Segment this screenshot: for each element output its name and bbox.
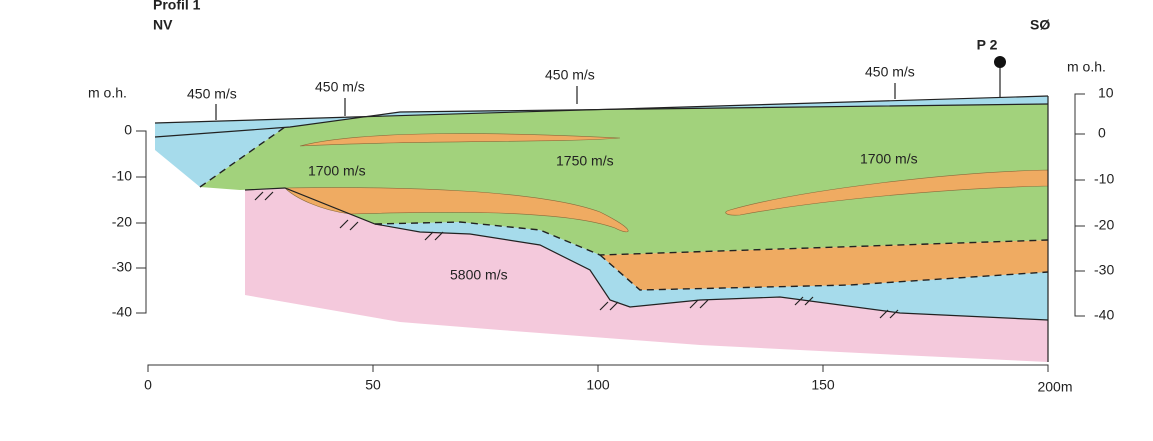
velocity-label: 450 m/s <box>545 67 595 83</box>
velocity-label: 1750 m/s <box>556 153 614 169</box>
left-axis <box>136 131 146 313</box>
tick-label: 100 <box>586 377 610 393</box>
tick-label: -20 <box>112 214 132 230</box>
velocity-label: 450 m/s <box>865 64 915 80</box>
velocity-label: 5800 m/s <box>450 267 508 283</box>
tick-label: -30 <box>112 259 132 275</box>
velocity-label: 1700 m/s <box>860 151 918 167</box>
tick-label: -40 <box>1094 307 1114 323</box>
tick-label: -20 <box>1094 217 1114 233</box>
tick-label: 10 <box>1098 85 1114 101</box>
tick-label: 200m <box>1037 379 1072 395</box>
direction: SØ <box>1030 17 1050 33</box>
tick-label: 0 <box>1098 125 1106 141</box>
axis-unit: m o.h. <box>1067 59 1106 75</box>
velocity-label: 1700 m/s <box>308 163 366 179</box>
tick-label: 0 <box>124 122 132 138</box>
tick-label: -10 <box>112 168 132 184</box>
tick-label: 50 <box>365 377 381 393</box>
direction: NV <box>153 17 173 33</box>
well-label: P 2 <box>977 37 998 53</box>
title: Profil 1 <box>153 0 201 13</box>
tick-label: -30 <box>1094 262 1114 278</box>
tick-label: -10 <box>1094 171 1114 187</box>
bottom-axis <box>148 365 1048 372</box>
cross-section: P 2 Profil 1 NV SØ m o.h. 0 -10 -20 -30 … <box>0 0 1153 441</box>
tick-label: 150 <box>811 377 835 393</box>
tick-label: 0 <box>144 377 152 393</box>
axis-unit: m o.h. <box>88 85 127 101</box>
right-axis <box>1075 94 1085 316</box>
velocity-label: 450 m/s <box>315 79 365 95</box>
velocity-label: 450 m/s <box>187 86 237 102</box>
tick-label: -40 <box>112 304 132 320</box>
well-marker <box>994 56 1006 68</box>
